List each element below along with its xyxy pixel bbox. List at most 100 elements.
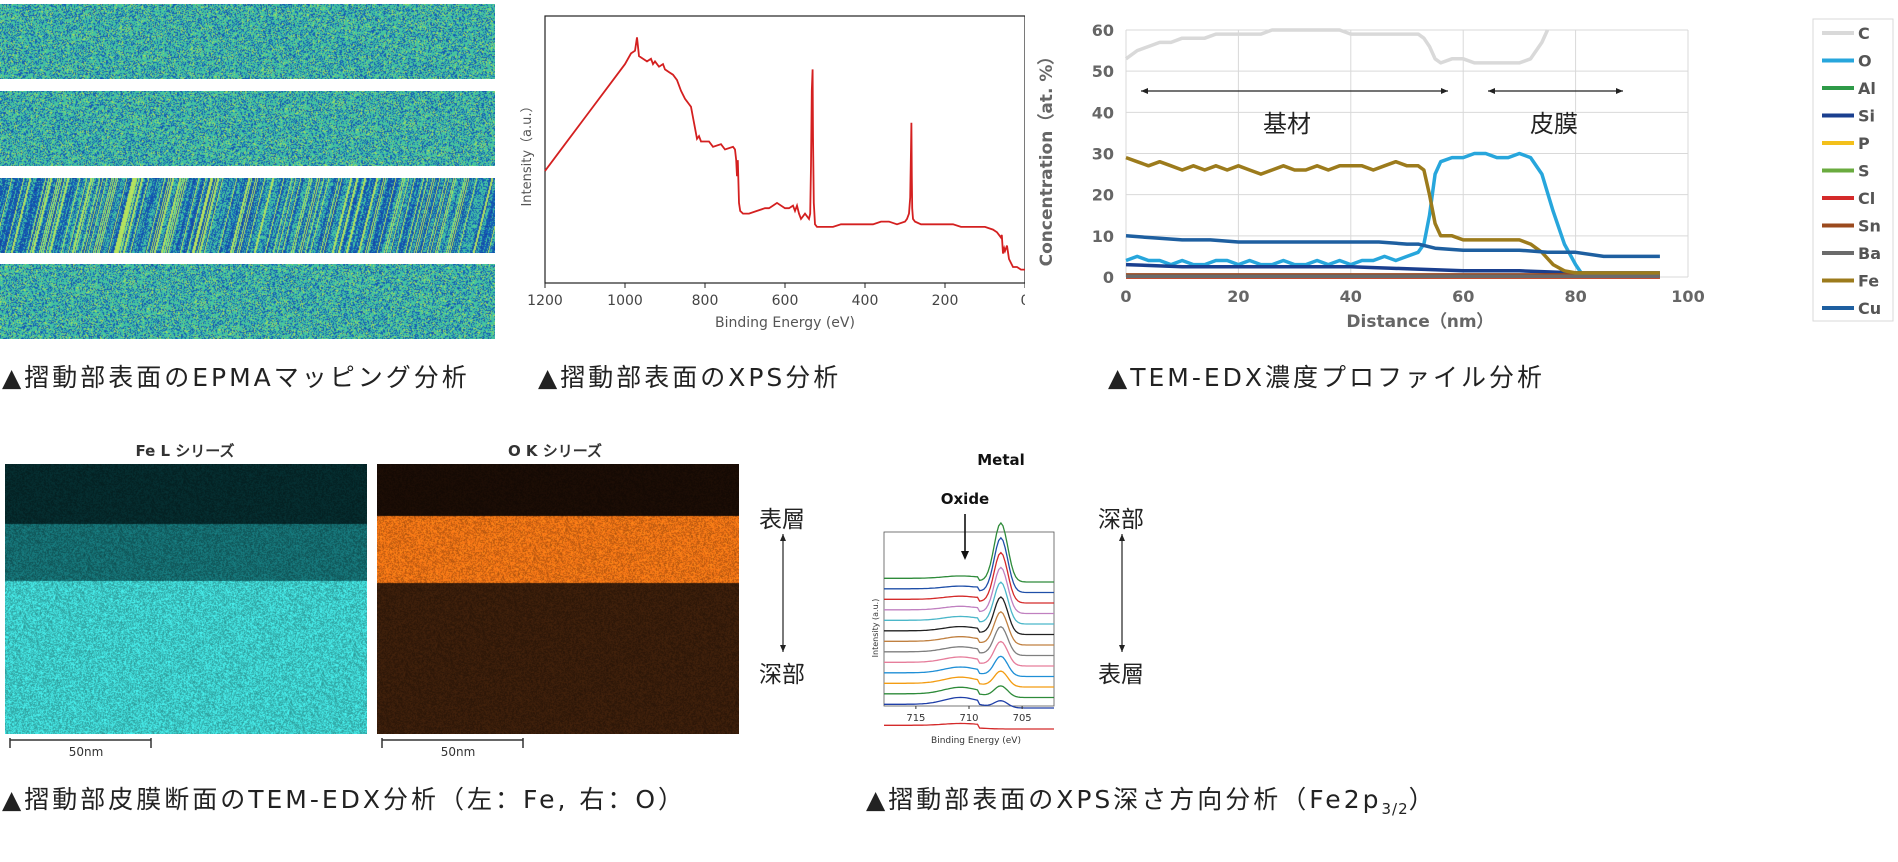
legend-entry: S (1858, 162, 1870, 181)
arrow-head (1488, 88, 1495, 94)
x-tick-label: 400 (852, 293, 879, 309)
x-tick-label: 600 (772, 293, 799, 309)
y-tick-label: 0 (1103, 268, 1114, 287)
x-tick-label: 715 (906, 713, 925, 724)
caption-xps-depth-end: ） (1408, 785, 1437, 814)
epma-map-strip (0, 91, 495, 166)
legend-entry: P (1858, 134, 1870, 153)
epma-map-strip (0, 178, 495, 253)
depth-spectrum-line (884, 722, 1054, 730)
tem-map-o-title: O K シリーズ (507, 442, 603, 460)
depth-spectrum-line (884, 696, 1054, 709)
xps-depth-arrow (1119, 534, 1125, 652)
caption-xps: ▲摺動部表面のXPS分析 (538, 363, 842, 392)
x-tick-label: 710 (959, 713, 978, 724)
legend: CO Al Si PS Cl Sn Ba Fe Cu (1812, 18, 1894, 322)
caption-xps-depth-main: ▲摺動部表面のXPS深さ方向分析（Fe2p (866, 785, 1382, 814)
series-line-O (1125, 151, 1583, 274)
x-tick-label: 40 (1340, 287, 1362, 306)
caption-xps-depth: ▲摺動部表面のXPS深さ方向分析（Fe2p3/2） (866, 780, 1437, 818)
scale-bar-fe: 50nm (9, 738, 152, 759)
tem-map-fe-title: Fe L シリーズ (135, 442, 235, 460)
x-tick-label: 20 (1227, 287, 1249, 306)
map-side-top-label: 表層 (759, 507, 805, 533)
x-axis-label: Binding Energy (eV) (931, 736, 1021, 746)
x-tick-label: 1000 (607, 293, 643, 309)
y-tick-label: 20 (1092, 186, 1114, 205)
xps-depth-side-bottom-label: 表層 (1098, 662, 1144, 688)
epma-mapping-panel (0, 4, 495, 339)
caption-tem-map: ▲摺動部皮膜断面のTEM-EDX分析（左：Fe, 右：O） (2, 785, 687, 814)
metal-label: Metal (977, 451, 1025, 469)
y-axis-label: Intensity (a.u.) (871, 599, 880, 658)
oxide-label: Oxide (941, 490, 989, 508)
xps-depth-chart: 715 710 705 Metal Oxide Intensity (a.u.) B… (871, 451, 1055, 746)
arrow-head (1141, 88, 1148, 94)
legend-entry: Cu (1858, 299, 1881, 318)
plot-frame (544, 15, 1025, 284)
legend-entry: Fe (1858, 272, 1879, 291)
epma-map-strip (0, 264, 495, 339)
series-line-C (1124, 28, 1550, 65)
series-line-Fe (1125, 155, 1660, 275)
depth-spectrum-line (884, 596, 1054, 636)
x-tick-label: 80 (1564, 287, 1586, 306)
map-depth-arrow (780, 534, 786, 652)
scale-bar-label: 50nm (69, 745, 104, 759)
x-tick-label: 100 (1671, 287, 1704, 306)
y-axis-label: Intensity（a.u.） (520, 99, 535, 206)
y-axis-label: Concentration（at. %） (1036, 48, 1057, 267)
epma-map-strip (0, 4, 495, 79)
caption-xps-depth-sub: 3/2 (1381, 800, 1409, 818)
legend-entry: Ba (1858, 244, 1881, 263)
x-tick-label: 1200 (527, 293, 563, 309)
arrow-head (961, 551, 969, 560)
depth-spectrum-line (884, 625, 1054, 657)
x-axis-label: Binding Energy (eV) (715, 315, 855, 331)
scale-bar-label: 50nm (441, 745, 476, 759)
series-line (544, 37, 1025, 271)
x-tick-label: 200 (932, 293, 959, 309)
legend-entry: C (1858, 24, 1870, 43)
o-element-map (377, 464, 739, 734)
depth-spectrum-line (884, 566, 1054, 615)
caption-tem-profile: ▲TEM-EDX濃度プロファイル分析 (1108, 363, 1546, 392)
arrow-head (1616, 88, 1623, 94)
y-tick-label: 50 (1092, 62, 1114, 81)
legend-entry: Cl (1858, 189, 1875, 208)
x-tick-label: 60 (1452, 287, 1474, 306)
xps-depth-side-top-label: 深部 (1098, 507, 1144, 533)
depth-spectrum-line (884, 581, 1054, 625)
film-label: 皮膜 (1530, 110, 1578, 138)
legend-entry: O (1858, 52, 1872, 71)
plot-frame (883, 531, 1055, 707)
legend-entry: Al (1858, 79, 1876, 98)
scale-bar-o: 50nm (381, 738, 524, 759)
depth-spectrum-line (884, 610, 1054, 646)
depth-spectrum-line (884, 670, 1054, 688)
x-tick-label: 705 (1013, 713, 1032, 724)
depth-spectrum-line (884, 640, 1054, 667)
legend-entry: Si (1858, 107, 1875, 126)
map-side-bottom-label: 深部 (759, 662, 805, 688)
x-tick-label: 800 (692, 293, 719, 309)
depth-spectrum-line (884, 685, 1054, 699)
y-tick-label: 60 (1092, 21, 1114, 40)
x-tick-label: 0 (1021, 293, 1025, 309)
depth-spectrum-line (884, 655, 1054, 678)
depth-spectrum-line (884, 551, 1054, 604)
y-tick-label: 10 (1092, 227, 1114, 246)
substrate-label: 基材 (1263, 110, 1311, 138)
caption-epma: ▲摺動部表面のEPMAマッピング分析 (2, 363, 470, 392)
depth-spectrum-line (884, 536, 1054, 594)
arrow-head (1441, 88, 1448, 94)
y-tick-label: 40 (1092, 103, 1114, 122)
legend-entry: Sn (1858, 217, 1881, 236)
y-tick-label: 30 (1092, 145, 1114, 164)
fe-element-map (5, 464, 367, 734)
depth-spectrum-line (884, 521, 1054, 583)
xps-survey-chart: 1200 1000 800 600 400 200 0 Intensity（a.u.） Bi… (520, 15, 1025, 331)
tem-edx-profile-chart: 0 10 20 30 40 50 60 0 20 40 60 80 100 基材 皮膜 Concentr… (1036, 18, 1894, 332)
x-tick-label: 0 (1120, 287, 1131, 306)
series-line-Cu (1125, 234, 1660, 259)
